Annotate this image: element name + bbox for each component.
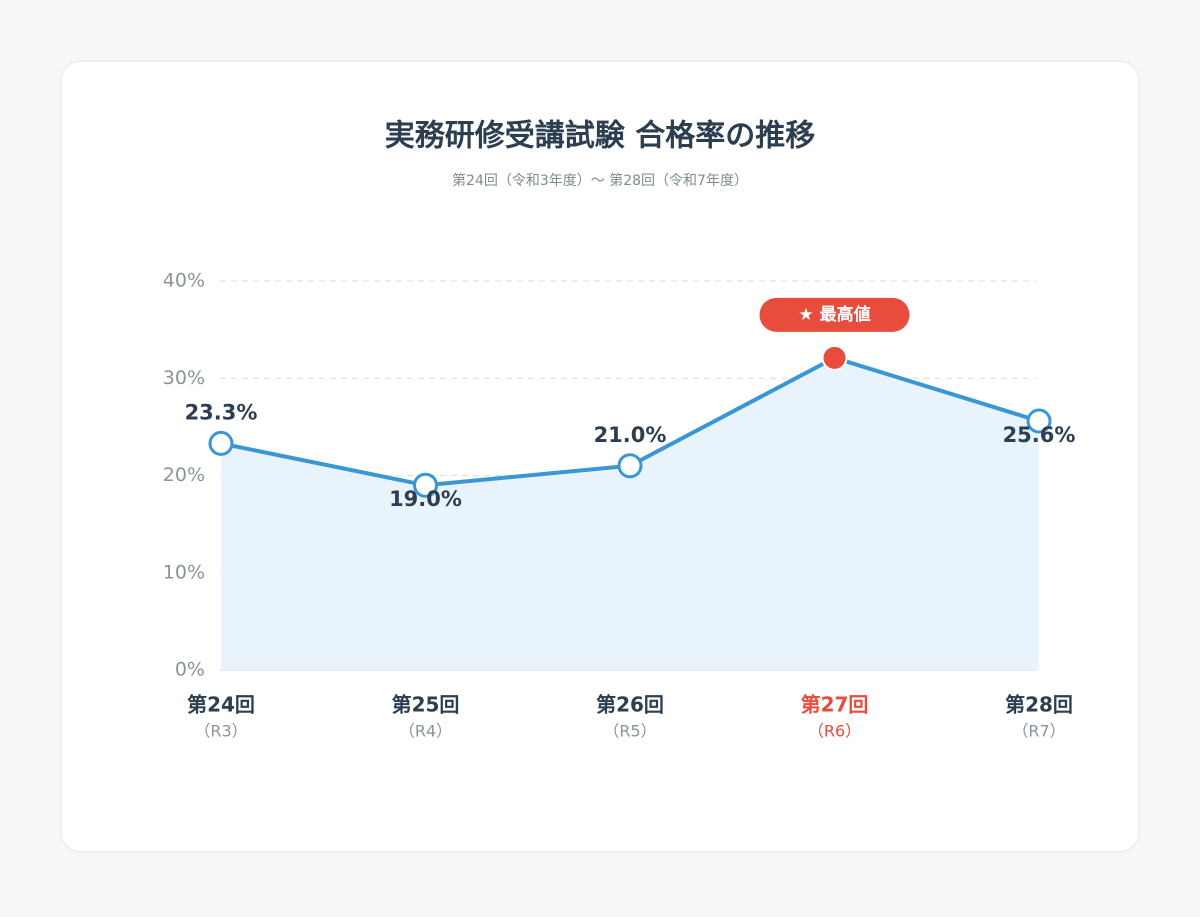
point [617,453,643,479]
x-tick-note: （R7） [1012,722,1065,741]
x-tick-note: （R3） [194,722,247,741]
value-label: 23.3% [185,400,258,424]
value-label: 19.0% [389,487,462,511]
area [221,357,1039,670]
y-tick-label: 10% [163,561,205,583]
x-tick-note: （R5） [603,722,656,741]
y-tick-label: 20% [163,464,205,486]
x-tick-label: 第28回 [1005,693,1073,717]
x-tick-label: 第26回 [596,693,664,717]
highlight-label: ★ 最高値 [798,304,870,325]
value-label: 21.0% [594,423,667,447]
highlight-badge [759,297,910,332]
x-tick-note: （R6） [808,722,861,741]
x-tick-label: 第27回 [801,693,869,717]
y-tick-label: 0% [175,659,205,681]
point [1026,408,1052,434]
point [208,430,234,456]
point [413,472,438,498]
x-tick-label: 第25回 [392,693,460,717]
x-tick-note: （R4） [399,722,452,741]
y-tick-label: 30% [163,367,205,389]
y-tick-label: 40% [163,270,205,292]
highlight-point [821,344,848,371]
x-tick-label: 第24回 [187,693,255,717]
chart-subtitle: 第24回（令和3年度）〜 第28回（令和7年度） [452,172,748,189]
value-label: 25.6% [1003,423,1076,447]
chart-title: 実務研修受講試験 合格率の推移 [385,119,815,154]
